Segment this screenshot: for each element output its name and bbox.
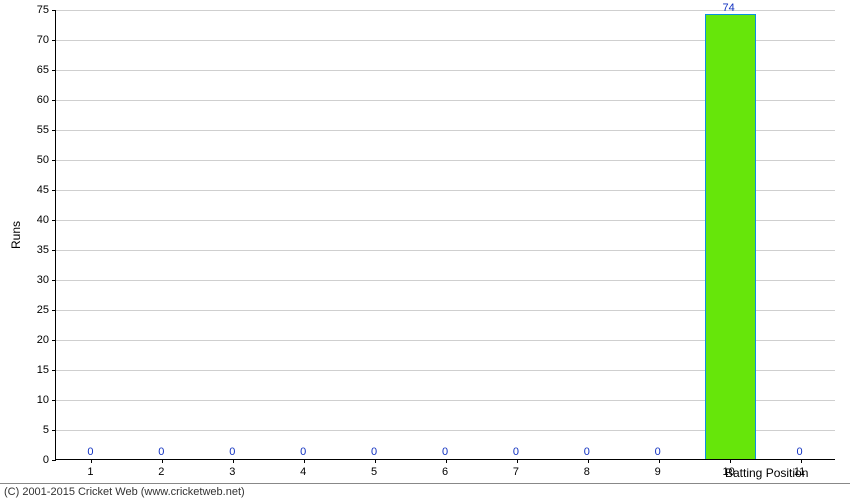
y-tick-mark [52,370,56,371]
bar-value-label: 74 [723,2,735,14]
x-tick-label: 10 [723,466,735,478]
y-tick-label: 10 [5,394,49,406]
y-tick-label: 30 [5,274,49,286]
y-tick-mark [52,310,56,311]
y-tick-mark [52,340,56,341]
y-tick-mark [52,160,56,161]
y-tick-mark [52,70,56,71]
y-tick-mark [52,190,56,191]
y-tick-label: 35 [5,244,49,256]
x-tick-mark [162,459,163,463]
y-tick-label: 20 [5,334,49,346]
x-tick-label: 8 [584,466,590,478]
bar-value-label: 0 [442,446,448,458]
y-tick-label: 45 [5,184,49,196]
y-tick-mark [52,430,56,431]
y-tick-mark [52,220,56,221]
y-tick-mark [52,130,56,131]
y-tick-mark [52,400,56,401]
bar-value-label: 0 [229,446,235,458]
x-tick-mark [91,459,92,463]
chart-container: Runs Batting Position (C) 2001-2015 Cric… [0,0,850,500]
bar [705,14,757,459]
y-tick-label: 25 [5,304,49,316]
x-tick-label: 4 [300,466,306,478]
x-tick-mark [801,459,802,463]
x-tick-mark [446,459,447,463]
bar-value-label: 0 [513,446,519,458]
x-tick-label: 7 [513,466,519,478]
y-tick-label: 5 [5,424,49,436]
bar-value-label: 0 [584,446,590,458]
footer-text: (C) 2001-2015 Cricket Web (www.cricketwe… [4,486,245,498]
x-tick-label: 11 [794,466,805,478]
y-tick-label: 15 [5,364,49,376]
y-tick-mark [52,100,56,101]
footer-copyright: (C) 2001-2015 Cricket Web (www.cricketwe… [0,483,850,500]
y-tick-label: 70 [5,34,49,46]
y-tick-label: 75 [5,4,49,16]
x-tick-mark [375,459,376,463]
x-tick-label: 5 [371,466,377,478]
y-tick-label: 65 [5,64,49,76]
bar-value-label: 0 [796,446,802,458]
y-tick-mark [52,10,56,11]
y-tick-label: 50 [5,154,49,166]
x-tick-mark [304,459,305,463]
x-tick-label: 3 [229,466,235,478]
x-tick-label: 2 [158,466,164,478]
y-gridline [56,10,835,11]
x-tick-mark [730,459,731,463]
y-tick-mark [52,280,56,281]
x-tick-label: 9 [655,466,661,478]
x-tick-label: 1 [87,466,93,478]
y-tick-label: 55 [5,124,49,136]
bar-value-label: 0 [87,446,93,458]
y-tick-mark [52,460,56,461]
y-tick-mark [52,250,56,251]
x-tick-label: 6 [442,466,448,478]
plot-area [55,10,835,460]
bar-value-label: 0 [371,446,377,458]
bar-value-label: 0 [158,446,164,458]
y-tick-label: 40 [5,214,49,226]
y-tick-mark [52,40,56,41]
x-tick-mark [588,459,589,463]
x-tick-mark [517,459,518,463]
bar-value-label: 0 [655,446,661,458]
x-tick-mark [233,459,234,463]
bar-value-label: 0 [300,446,306,458]
y-tick-label: 0 [5,454,49,466]
x-tick-mark [659,459,660,463]
y-tick-label: 60 [5,94,49,106]
